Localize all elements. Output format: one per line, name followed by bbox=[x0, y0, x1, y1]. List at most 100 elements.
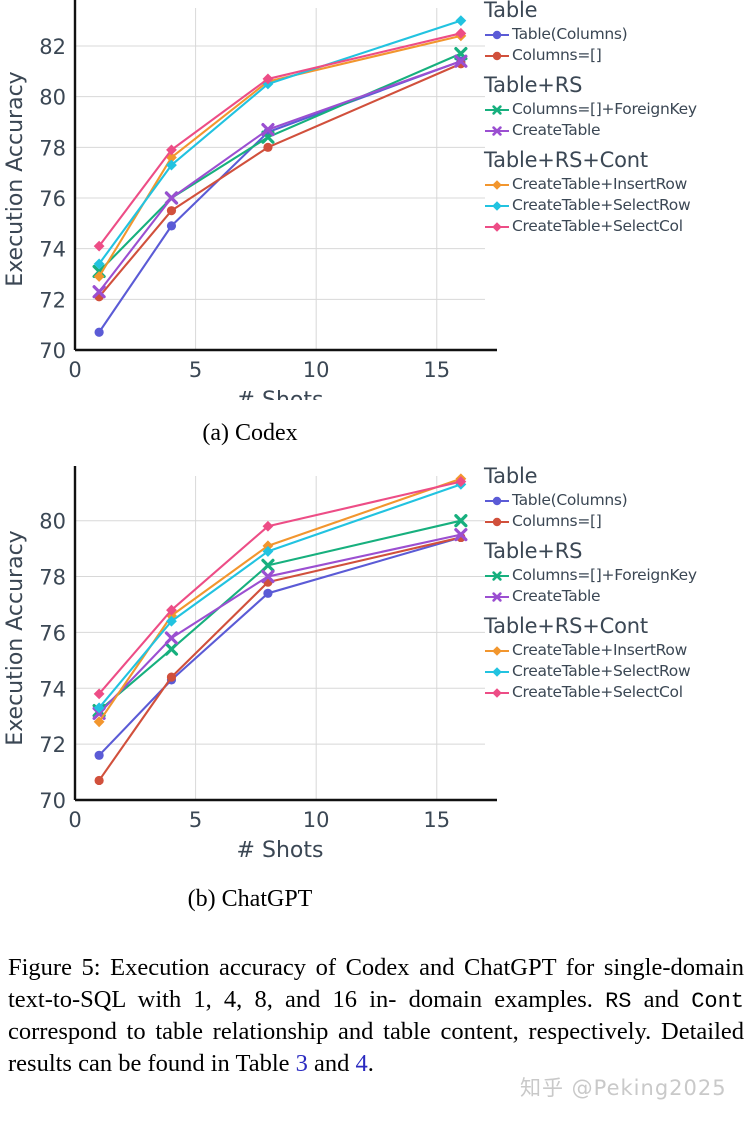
legend-label: CreateTable bbox=[512, 586, 601, 605]
legend-group-table-rs: Table+RS Columns=[]+ForeignKey CreateTab… bbox=[484, 541, 750, 607]
legend-group-table-rs: Table+RS Columns=[]+ForeignKey CreateTab… bbox=[484, 75, 750, 141]
svg-text:15: 15 bbox=[423, 358, 450, 382]
svg-text:5: 5 bbox=[189, 808, 202, 832]
caption-line-2: for single-domain text-to-SQL with 1, 4,… bbox=[8, 954, 744, 1013]
legend-item-table-columns[interactable]: Table(Columns) bbox=[484, 490, 750, 511]
svg-text:Execution Accuracy: Execution Accuracy bbox=[3, 530, 28, 745]
legend-chatgpt: Table Table(Columns) Columns=[] Table+RS bbox=[484, 466, 750, 766]
legend-item-selectrow[interactable]: CreateTable+SelectRow bbox=[484, 661, 750, 682]
chart-panel-chatgpt: 70 72 74 76 78 80 0 5 10 15 # Shots Execution Accur… bbox=[0, 466, 750, 866]
legend-group-title: Table+RS+Cont bbox=[484, 614, 648, 638]
table-reference-3[interactable]: 3 bbox=[295, 1050, 308, 1078]
legend-item-createtable[interactable]: CreateTable bbox=[484, 586, 750, 607]
caption-line-1: Figure 5: Execution accuracy of Codex an… bbox=[8, 954, 557, 981]
legend-item-columns-empty[interactable]: Columns=[] bbox=[484, 45, 750, 66]
legend-swatch-circle-icon bbox=[484, 515, 510, 529]
legend-group-table-rs-cont: Table+RS+Cont CreateTable+InsertRow Crea… bbox=[484, 150, 750, 237]
chart-panel-codex: 70 72 74 76 78 80 82 0 5 10 15 # Shots Execution Acc… bbox=[0, 0, 750, 400]
legend-swatch-diamond-icon bbox=[484, 220, 510, 234]
legend-swatch-diamond-icon bbox=[484, 665, 510, 679]
svg-text:10: 10 bbox=[303, 808, 330, 832]
caption-line-4: relationship and table content, respecti… bbox=[212, 1018, 745, 1046]
legend-item-createtable[interactable]: CreateTable bbox=[484, 120, 750, 141]
svg-text:74: 74 bbox=[39, 677, 66, 701]
legend-swatch-diamond-icon bbox=[484, 199, 510, 213]
legend-label: CreateTable+InsertRow bbox=[512, 640, 687, 659]
plot-area-codex: 70 72 74 76 78 80 82 0 5 10 15 # Shots Execution Acc… bbox=[0, 0, 500, 400]
caption-line-3a: domain examples. bbox=[408, 985, 606, 1013]
legend-swatch-x-icon bbox=[484, 124, 510, 138]
legend-label: CreateTable+SelectRow bbox=[512, 195, 691, 214]
legend-group-title: Table+RS bbox=[484, 539, 583, 563]
legend-item-insertrow[interactable]: CreateTable+InsertRow bbox=[484, 174, 750, 195]
caption-line-5c: . bbox=[367, 1050, 374, 1078]
subcaption-codex: (a) Codex bbox=[202, 420, 298, 446]
plot-area-chatgpt: 70 72 74 76 78 80 0 5 10 15 # Shots Execution Accur… bbox=[0, 466, 500, 866]
legend-item-foreignkey[interactable]: Columns=[]+ForeignKey bbox=[484, 99, 750, 120]
legend-swatch-circle-icon bbox=[484, 28, 510, 42]
legend-label: CreateTable+SelectRow bbox=[512, 661, 691, 680]
line-chart-codex: 70 72 74 76 78 80 82 0 5 10 15 # Shots Execution Acc… bbox=[3, 0, 497, 400]
legend-group-table: Table Table(Columns) Columns=[] bbox=[484, 466, 750, 532]
legend-swatch-diamond-icon bbox=[484, 178, 510, 192]
legend-label: Table(Columns) bbox=[512, 24, 628, 43]
svg-text:78: 78 bbox=[39, 566, 66, 590]
legend-label: CreateTable+InsertRow bbox=[512, 174, 687, 193]
legend-item-foreignkey[interactable]: Columns=[]+ForeignKey bbox=[484, 565, 750, 586]
legend-label: Table(Columns) bbox=[512, 490, 628, 509]
figure-caption: Figure 5: Execution accuracy of Codex an… bbox=[8, 952, 744, 1080]
svg-text:# Shots: # Shots bbox=[237, 388, 324, 400]
svg-text:70: 70 bbox=[39, 789, 66, 813]
legend-swatch-diamond-icon bbox=[484, 686, 510, 700]
legend-item-selectrow[interactable]: CreateTable+SelectRow bbox=[484, 195, 750, 216]
svg-text:78: 78 bbox=[39, 136, 66, 160]
legend-codex: Table Table(Columns) Columns=[] Table+RS bbox=[484, 0, 750, 300]
svg-text:70: 70 bbox=[39, 339, 66, 363]
svg-text:0: 0 bbox=[68, 808, 81, 832]
legend-label: Columns=[] bbox=[512, 45, 602, 64]
legend-item-insertrow[interactable]: CreateTable+InsertRow bbox=[484, 640, 750, 661]
subcaption-chatgpt: (b) ChatGPT bbox=[187, 886, 313, 912]
legend-label: Columns=[]+ForeignKey bbox=[512, 99, 697, 118]
legend-swatch-x-icon bbox=[484, 569, 510, 583]
svg-text:72: 72 bbox=[39, 733, 66, 757]
svg-text:5: 5 bbox=[189, 358, 202, 382]
svg-text:10: 10 bbox=[303, 358, 330, 382]
legend-label: CreateTable+SelectCol bbox=[512, 682, 683, 701]
legend-swatch-x-icon bbox=[484, 590, 510, 604]
svg-text:15: 15 bbox=[423, 808, 450, 832]
caption-term-cont: Cont bbox=[691, 988, 745, 1014]
legend-group-title: Table+RS+Cont bbox=[484, 148, 648, 172]
legend-group-title: Table+RS bbox=[484, 73, 583, 97]
svg-text:76: 76 bbox=[39, 621, 66, 645]
caption-line-3c: correspond to table bbox=[8, 1018, 203, 1046]
table-reference-4[interactable]: 4 bbox=[355, 1050, 368, 1078]
svg-text:80: 80 bbox=[39, 510, 66, 534]
legend-group-table: Table Table(Columns) Columns=[] bbox=[484, 0, 750, 66]
line-chart-chatgpt: 70 72 74 76 78 80 0 5 10 15 # Shots Execution Accur… bbox=[3, 466, 497, 863]
caption-line-5a: results can be found in Table bbox=[8, 1050, 296, 1078]
legend-swatch-diamond-icon bbox=[484, 644, 510, 658]
legend-label: Columns=[]+ForeignKey bbox=[512, 565, 697, 584]
legend-label: Columns=[] bbox=[512, 511, 602, 530]
legend-item-table-columns[interactable]: Table(Columns) bbox=[484, 24, 750, 45]
legend-swatch-x-icon bbox=[484, 103, 510, 117]
legend-swatch-circle-icon bbox=[484, 49, 510, 63]
svg-text:76: 76 bbox=[39, 187, 66, 211]
legend-group-title: Table bbox=[484, 464, 538, 488]
legend-group-title: Table bbox=[484, 0, 538, 22]
svg-text:82: 82 bbox=[39, 35, 66, 59]
caption-line-3b: and bbox=[631, 985, 692, 1013]
legend-group-table-rs-cont: Table+RS+Cont CreateTable+InsertRow Crea… bbox=[484, 616, 750, 703]
legend-item-selectcol[interactable]: CreateTable+SelectCol bbox=[484, 682, 750, 703]
legend-item-columns-empty[interactable]: Columns=[] bbox=[484, 511, 750, 532]
svg-text:72: 72 bbox=[39, 288, 66, 312]
legend-label: CreateTable+SelectCol bbox=[512, 216, 683, 235]
svg-text:0: 0 bbox=[68, 358, 81, 382]
caption-term-rs: RS bbox=[605, 988, 632, 1014]
svg-text:Execution Accuracy: Execution Accuracy bbox=[3, 71, 28, 286]
svg-text:80: 80 bbox=[39, 86, 66, 110]
legend-item-selectcol[interactable]: CreateTable+SelectCol bbox=[484, 216, 750, 237]
legend-label: CreateTable bbox=[512, 120, 601, 139]
